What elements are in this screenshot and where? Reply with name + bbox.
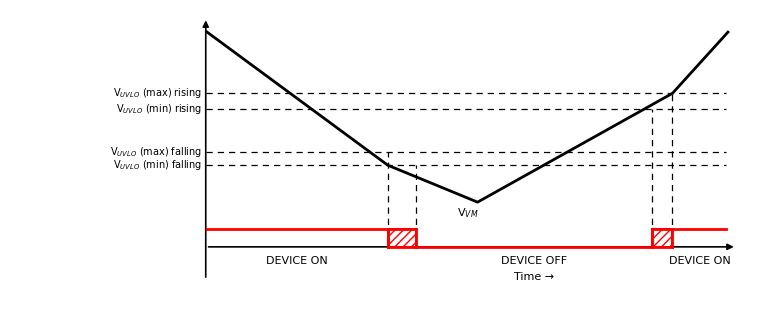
Text: DEVICE ON: DEVICE ON [266, 256, 328, 266]
Text: DEVICE OFF: DEVICE OFF [501, 256, 567, 266]
Text: V$_{VM}$: V$_{VM}$ [457, 206, 479, 220]
Text: V$_{UVLO}$ (max) falling: V$_{UVLO}$ (max) falling [110, 145, 202, 159]
Bar [388, 230, 416, 247]
Text: V$_{UVLO}$ (min) falling: V$_{UVLO}$ (min) falling [113, 158, 202, 172]
Text: DEVICE ON: DEVICE ON [668, 256, 730, 266]
Text: V$_{UVLO}$ (min) rising: V$_{UVLO}$ (min) rising [116, 102, 202, 116]
Bar [652, 230, 672, 247]
Text: V$_{UVLO}$ (max) rising: V$_{UVLO}$ (max) rising [113, 86, 202, 100]
Text: Time →: Time → [514, 272, 554, 282]
